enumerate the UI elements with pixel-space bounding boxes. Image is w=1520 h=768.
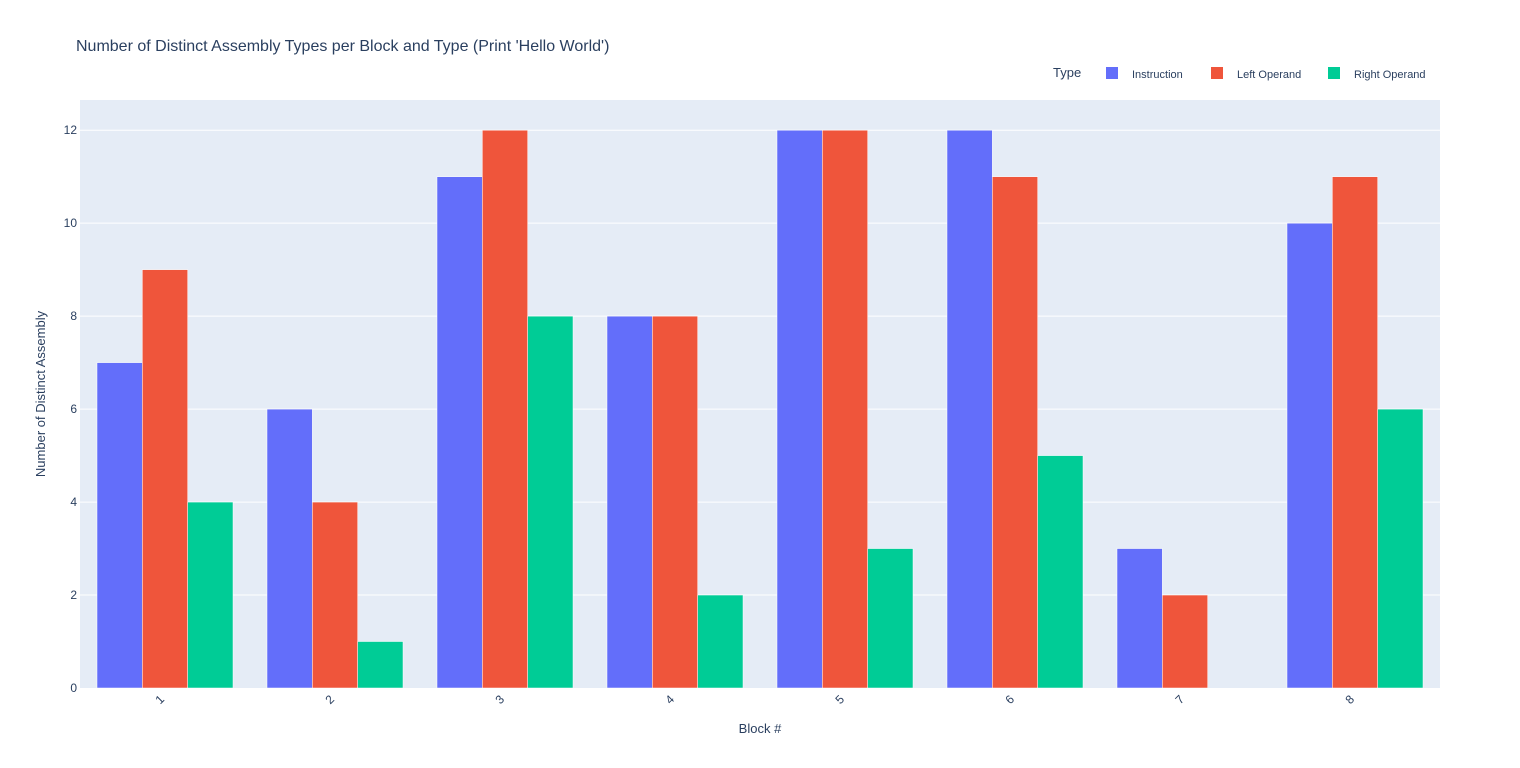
bar[interactable] (312, 501, 358, 689)
legend-item-label: Right Operand (1354, 69, 1426, 81)
bar[interactable] (482, 129, 528, 689)
bar[interactable] (606, 315, 653, 689)
bar[interactable] (1116, 548, 1163, 689)
bar[interactable] (652, 315, 698, 689)
bar[interactable] (96, 362, 143, 689)
bar[interactable] (436, 176, 483, 689)
x-tick-label: 1 (152, 692, 167, 707)
y-tick-label: 0 (70, 681, 77, 695)
y-tick-label: 6 (70, 402, 77, 416)
bar[interactable] (697, 594, 744, 689)
y-tick-label: 2 (70, 588, 77, 602)
bar[interactable] (776, 129, 823, 689)
x-tick-label: 5 (832, 692, 847, 707)
bar[interactable] (357, 641, 404, 689)
bar[interactable] (992, 176, 1038, 689)
legend-swatch (1211, 67, 1223, 79)
bar[interactable] (266, 408, 313, 689)
x-tick-label: 4 (662, 692, 677, 707)
y-tick-label: 12 (64, 123, 78, 137)
bars (96, 129, 1424, 689)
bar[interactable] (1377, 408, 1424, 689)
x-tick-label: 2 (322, 692, 337, 707)
chart-title: Number of Distinct Assembly Types per Bl… (76, 38, 609, 55)
bar[interactable] (142, 269, 188, 689)
legend-swatch (1328, 67, 1340, 79)
x-axis-ticks: 1 2 3 4 5 6 7 8 (152, 692, 1357, 707)
x-tick-label: 8 (1342, 692, 1357, 707)
legend[interactable]: Type Instruction Left Operand Right Operan… (1053, 65, 1426, 81)
y-tick-label: 8 (70, 309, 77, 323)
bar[interactable] (1286, 222, 1333, 689)
legend-swatch (1106, 67, 1118, 79)
x-tick-label: 7 (1172, 692, 1187, 707)
bar[interactable] (1332, 176, 1378, 689)
bar[interactable] (527, 315, 574, 689)
bar[interactable] (1162, 594, 1208, 689)
x-axis-label: Block # (739, 721, 782, 736)
y-tick-label: 10 (64, 216, 78, 230)
legend-title: Type (1053, 65, 1081, 80)
bar[interactable] (187, 501, 234, 689)
bar[interactable] (822, 129, 868, 689)
bar[interactable] (867, 548, 914, 689)
y-tick-label: 4 (70, 495, 77, 509)
x-tick-label: 3 (492, 692, 507, 707)
x-tick-label: 6 (1002, 692, 1017, 707)
y-axis-label: Number of Distinct Assembly (33, 310, 48, 477)
legend-item-label: Instruction (1132, 69, 1183, 81)
bar[interactable] (946, 129, 993, 689)
y-axis-ticks: 0 2 4 6 8 10 12 (64, 123, 78, 695)
legend-item-label: Left Operand (1237, 69, 1301, 81)
bar[interactable] (1037, 455, 1084, 689)
